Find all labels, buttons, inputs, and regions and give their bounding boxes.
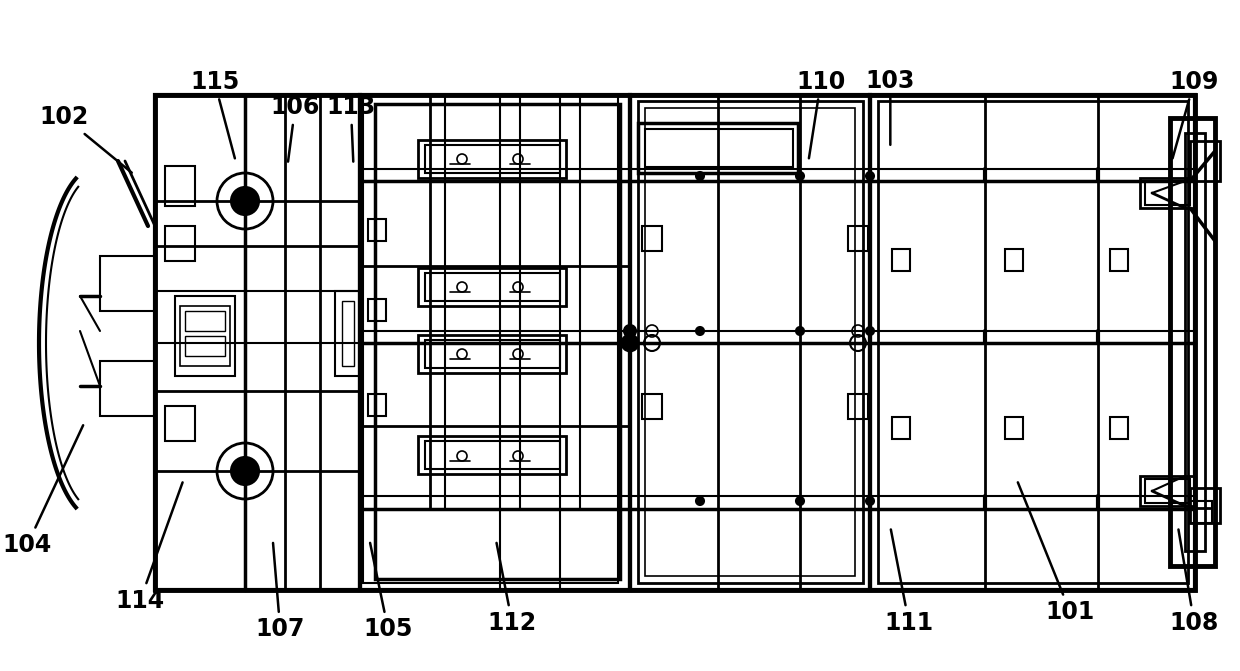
Text: 101: 101 [1018,482,1095,624]
Text: 102: 102 [40,105,131,172]
Bar [1004,249,1023,271]
Bar [185,336,224,356]
Bar [1110,249,1128,271]
Bar [1190,488,1220,523]
Bar [642,394,662,419]
Bar [1190,501,1211,523]
Bar [1190,141,1220,181]
Bar [425,441,560,469]
Bar [368,299,386,321]
Bar [165,166,195,206]
Bar [1145,181,1190,205]
Bar [642,226,662,251]
Bar [870,95,1195,590]
Bar [342,301,353,366]
Text: 105: 105 [363,543,413,641]
Bar [368,219,386,241]
Bar [639,101,863,583]
Bar [639,123,799,173]
Bar [848,394,868,419]
Bar [1145,479,1190,503]
Text: 110: 110 [796,70,846,158]
Bar [155,95,1195,590]
Bar [1004,417,1023,439]
Text: 108: 108 [1169,529,1219,635]
Bar [425,273,560,301]
Bar [848,226,868,251]
Bar [892,417,910,439]
Circle shape [796,327,804,335]
Text: 113: 113 [326,95,376,162]
Bar [100,361,155,416]
Bar [892,249,910,271]
Bar [175,296,236,376]
Text: 107: 107 [255,543,305,641]
Bar [1185,133,1205,551]
Bar [645,129,794,167]
Circle shape [796,497,804,505]
Bar [368,394,386,416]
Text: 109: 109 [1169,70,1219,158]
Bar [363,95,618,583]
Circle shape [696,172,704,180]
Bar [418,140,565,178]
Text: 111: 111 [884,529,934,635]
Bar [165,406,195,441]
Bar [1140,178,1195,208]
Bar [100,256,155,311]
Text: 115: 115 [190,70,239,158]
Bar [360,95,630,590]
Circle shape [866,497,874,505]
Bar [425,145,560,173]
Bar [185,311,224,331]
Bar [374,104,620,579]
Text: 114: 114 [115,482,182,613]
Bar [180,306,229,366]
Text: 106: 106 [270,95,320,162]
Circle shape [866,172,874,180]
Circle shape [866,327,874,335]
Bar [878,101,1188,583]
Bar [1171,118,1215,566]
Circle shape [624,325,636,337]
Text: 112: 112 [487,543,537,635]
Bar [165,226,195,261]
Circle shape [796,172,804,180]
Bar [155,95,360,590]
Bar [645,108,856,576]
Bar [630,95,870,590]
Circle shape [231,187,259,215]
Bar [1140,476,1195,506]
Bar [425,340,560,368]
Bar [1110,417,1128,439]
Bar [418,436,565,474]
Text: 104: 104 [2,425,83,557]
Circle shape [696,497,704,505]
Bar [335,291,360,376]
Circle shape [622,335,639,351]
Circle shape [231,457,259,485]
Text: 103: 103 [866,68,915,145]
Circle shape [696,327,704,335]
Bar [418,268,565,306]
Bar [418,335,565,373]
